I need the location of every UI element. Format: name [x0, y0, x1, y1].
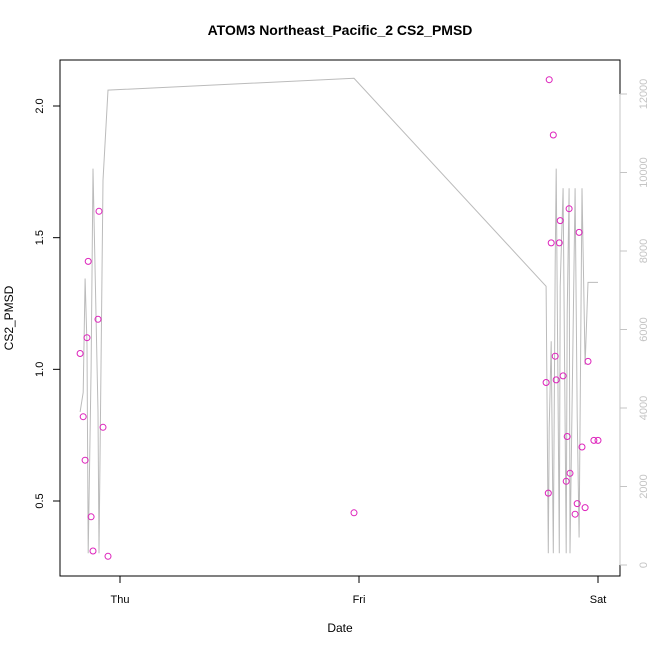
- data-point: [350, 509, 358, 517]
- data-point: [84, 257, 92, 265]
- y-axis-label: CS2_PMSD: [2, 285, 16, 350]
- y-axis-left: 0.5 1.0 1.5 2.0: [34, 98, 61, 509]
- data-point: [89, 547, 97, 555]
- x-tick-label: Thu: [111, 594, 130, 606]
- data-point: [95, 207, 103, 215]
- y2-tick-label: 4000: [638, 396, 650, 420]
- data-point: [544, 489, 552, 497]
- data-point: [559, 372, 567, 380]
- data-point: [76, 350, 84, 357]
- y2-tick-label: 10000: [638, 157, 650, 188]
- y-axis-right: 0 2000 4000 6000 8000 10000 12000: [619, 79, 650, 568]
- y-tick-label: 1.5: [34, 230, 46, 245]
- x-axis: Thu Fri Sat: [111, 576, 607, 606]
- y-tick-label: 0.5: [34, 493, 46, 508]
- data-point: [99, 423, 107, 431]
- data-point: [578, 443, 586, 451]
- data-point: [573, 500, 581, 508]
- y-tick-label: 2.0: [34, 98, 46, 113]
- data-point: [547, 239, 555, 247]
- series-points-layer: [76, 76, 602, 560]
- x-axis-label: Date: [327, 621, 353, 635]
- x-tick-label: Fri: [353, 594, 366, 606]
- x-tick-label: Sat: [590, 594, 607, 606]
- series-line: [79, 77, 598, 554]
- data-point: [79, 413, 87, 421]
- y2-tick-label: 8000: [638, 239, 650, 263]
- y2-tick-label: 6000: [638, 317, 650, 341]
- data-point: [594, 436, 602, 444]
- plot-frame: [59, 59, 621, 577]
- data-point: [552, 376, 560, 384]
- data-point: [571, 510, 579, 518]
- y-tick-label: 1.0: [34, 362, 46, 377]
- data-point: [556, 217, 564, 225]
- data-point: [590, 436, 598, 444]
- y2-tick-label: 12000: [638, 79, 650, 110]
- data-point: [545, 76, 553, 84]
- data-point: [563, 433, 571, 440]
- series-line-layer: [79, 77, 598, 554]
- y2-tick-label: 2000: [638, 474, 650, 498]
- data-point: [584, 357, 592, 365]
- data-point: [555, 239, 563, 247]
- data-point: [83, 334, 91, 342]
- data-point: [566, 469, 574, 477]
- data-point: [87, 513, 95, 521]
- data-point: [575, 228, 583, 236]
- data-point: [81, 456, 89, 464]
- data-point: [542, 379, 550, 386]
- y2-tick-label: 0: [638, 562, 650, 568]
- chart-title: ATOM3 Northeast_Pacific_2 CS2_PMSD: [208, 22, 473, 38]
- data-point: [94, 315, 102, 323]
- data-point: [565, 205, 573, 213]
- data-point: [581, 504, 589, 512]
- data-point: [551, 352, 559, 360]
- data-point: [549, 131, 557, 139]
- data-point: [104, 552, 112, 560]
- data-point: [562, 477, 570, 485]
